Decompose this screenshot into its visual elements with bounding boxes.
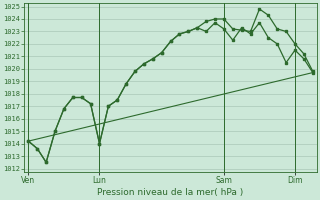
X-axis label: Pression niveau de la mer( hPa ): Pression niveau de la mer( hPa ) (98, 188, 244, 197)
